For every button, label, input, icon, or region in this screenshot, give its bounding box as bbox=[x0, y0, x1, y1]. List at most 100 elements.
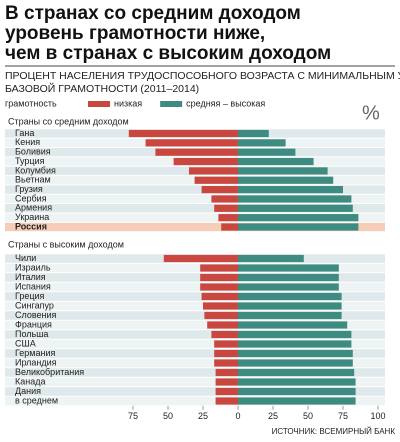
row-band bbox=[5, 387, 385, 396]
bar bbox=[214, 359, 238, 367]
category-label: Кения bbox=[15, 137, 40, 147]
bar bbox=[214, 204, 238, 212]
bar bbox=[238, 157, 314, 166]
category-label: Испания bbox=[15, 281, 51, 291]
bar bbox=[200, 283, 238, 291]
category-label: в среднем bbox=[15, 395, 58, 405]
category-label: Чили bbox=[15, 253, 36, 263]
category-label: Дания bbox=[15, 386, 41, 396]
row-band bbox=[5, 213, 385, 222]
category-label: Сербия bbox=[15, 193, 47, 203]
category-label: Сингапур bbox=[15, 300, 54, 310]
category-label: Украина bbox=[15, 212, 49, 222]
bar bbox=[238, 359, 353, 367]
category-label: Колумбия bbox=[15, 165, 56, 175]
row-band bbox=[5, 349, 385, 358]
bar bbox=[238, 311, 342, 320]
category-label: Грузия bbox=[15, 184, 43, 194]
bar bbox=[218, 214, 238, 222]
unit: % bbox=[362, 102, 380, 124]
bar bbox=[238, 302, 342, 310]
bar bbox=[238, 321, 348, 329]
bar bbox=[201, 186, 238, 194]
row-band bbox=[5, 377, 385, 387]
legend-label: средняя – высокая bbox=[186, 98, 265, 108]
group-title: Страны со средним доходом bbox=[8, 116, 129, 126]
bar bbox=[238, 368, 355, 377]
bar bbox=[238, 273, 339, 282]
category-label: Россия bbox=[15, 221, 47, 231]
bar bbox=[211, 330, 238, 339]
bar bbox=[214, 349, 238, 358]
subtitle: ПРОЦЕНТ НАСЕЛЕНИЯ ТРУДОСПОСОБНОГО ВОЗРАС… bbox=[5, 70, 400, 82]
bar bbox=[238, 292, 342, 301]
bar bbox=[173, 157, 238, 166]
bar bbox=[194, 176, 238, 184]
bar bbox=[200, 264, 238, 272]
category-label: США bbox=[15, 338, 36, 348]
source: ИСТОЧНИК: ВСЕМИРНЫЙ БАНК bbox=[272, 427, 396, 436]
bar bbox=[238, 387, 356, 396]
bar bbox=[238, 264, 339, 272]
group-title: Страны с высоким доходом bbox=[8, 239, 124, 249]
bar bbox=[204, 311, 238, 320]
bar bbox=[215, 397, 238, 405]
bar bbox=[238, 283, 339, 291]
row-band bbox=[5, 204, 385, 213]
bar bbox=[238, 340, 352, 348]
bar bbox=[214, 340, 238, 348]
bar bbox=[238, 176, 334, 184]
row-band bbox=[5, 368, 385, 377]
bar bbox=[238, 378, 356, 386]
category-label: Словения bbox=[15, 310, 57, 320]
category-label: Греция bbox=[15, 291, 45, 301]
x-tick-label: 25 bbox=[268, 411, 278, 421]
bar bbox=[238, 195, 352, 203]
bar bbox=[238, 254, 304, 263]
legend-title: грамотность bbox=[5, 98, 57, 108]
x-tick-label: 100 bbox=[370, 411, 385, 421]
category-label: Гана bbox=[15, 128, 34, 138]
x-tick-label: 50 bbox=[303, 411, 313, 421]
row-band bbox=[5, 339, 385, 349]
x-tick-label: 75 bbox=[338, 411, 348, 421]
row-band bbox=[5, 301, 385, 311]
bar bbox=[238, 129, 269, 138]
row-band bbox=[5, 273, 385, 282]
legend-swatch bbox=[88, 101, 110, 107]
bar bbox=[238, 349, 353, 358]
row-band bbox=[5, 282, 385, 292]
bar bbox=[215, 368, 238, 377]
bar bbox=[238, 186, 343, 194]
bar bbox=[163, 254, 238, 263]
bar bbox=[200, 273, 238, 282]
category-label: Турция bbox=[15, 156, 45, 166]
row-band bbox=[5, 396, 385, 406]
category-label: Боливия bbox=[15, 147, 51, 157]
category-label: Ирландия bbox=[15, 357, 57, 367]
category-label: Армения bbox=[15, 203, 52, 213]
row-band bbox=[5, 358, 385, 368]
bar bbox=[203, 302, 238, 310]
category-label: Канада bbox=[15, 376, 45, 386]
category-label: Франция bbox=[15, 319, 52, 329]
row-band bbox=[5, 185, 385, 194]
bar bbox=[215, 378, 238, 386]
title: В странах со средним доходом bbox=[5, 3, 301, 24]
bar bbox=[215, 387, 238, 396]
row-band bbox=[5, 311, 385, 320]
row-band bbox=[5, 194, 385, 204]
bar bbox=[201, 292, 238, 301]
bar bbox=[238, 139, 286, 147]
title: чем в странах с высоким доходом bbox=[5, 43, 331, 64]
subtitle: БАЗОВОЙ ГРАМОТНОСТИ (2011–2014) bbox=[5, 82, 199, 95]
legend-label: низкая bbox=[114, 98, 142, 108]
bar bbox=[207, 321, 238, 329]
legend-swatch bbox=[160, 101, 183, 107]
bar bbox=[238, 330, 352, 339]
category-label: Израиль bbox=[15, 262, 51, 272]
category-label: Германия bbox=[15, 348, 55, 358]
bar bbox=[238, 214, 359, 222]
x-tick-label: 0 bbox=[235, 411, 240, 421]
